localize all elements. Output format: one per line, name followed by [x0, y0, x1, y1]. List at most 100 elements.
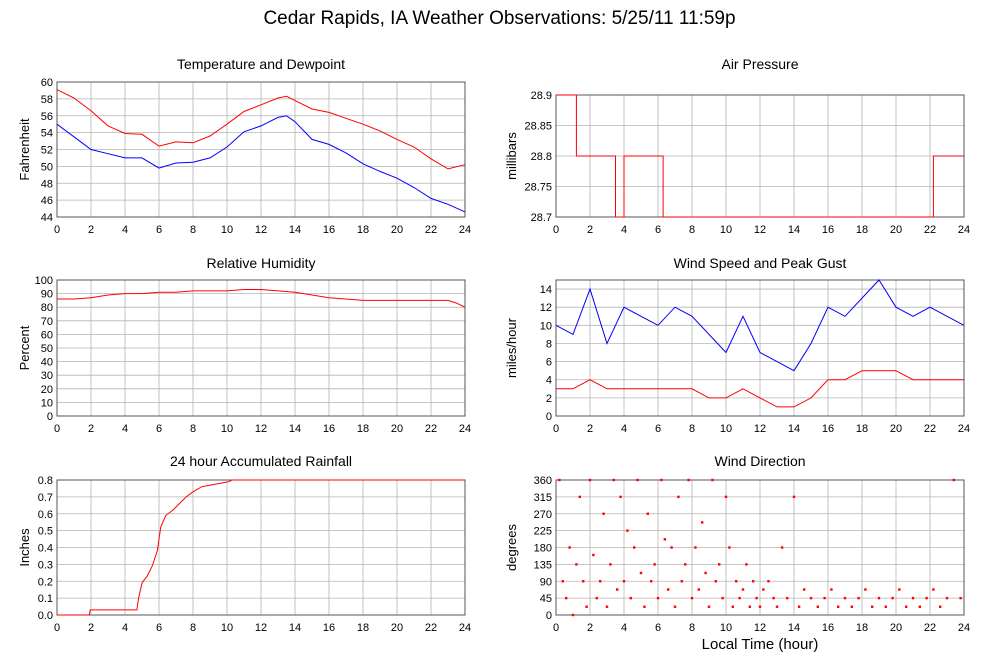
direction-y-tick-label: 225 [534, 526, 552, 538]
temp-series-1-line [56, 115, 466, 213]
wind-x-tick-label: 22 [924, 423, 936, 435]
humidity-y-tick-label: 80 [41, 302, 53, 314]
direction-point [837, 605, 840, 608]
pressure-x-tick-label: 12 [754, 224, 766, 236]
direction-point [752, 580, 755, 583]
temp-y-tick-label: 44 [41, 212, 53, 224]
direction-point [843, 596, 847, 600]
direction-point [714, 580, 717, 583]
direction-point [653, 563, 656, 566]
temp-x-tick-label: 2 [88, 224, 94, 236]
humidity-x-tick-label: 0 [54, 423, 60, 435]
direction-x-tick-label: 12 [754, 622, 766, 634]
pressure-title: Air Pressure [721, 56, 798, 72]
direction-point [680, 580, 683, 583]
direction-point [684, 563, 687, 566]
direction-point [595, 596, 598, 600]
humidity-y-tick-label: 50 [41, 343, 53, 355]
direction-point [780, 546, 784, 549]
wind-y-tick-label: 4 [546, 375, 552, 387]
temp-title: Temperature and Dewpoint [177, 56, 345, 72]
direction-x-tick-label: 22 [924, 622, 936, 634]
direction-point [823, 596, 826, 600]
direction-x-tick-label: 4 [621, 622, 627, 634]
temp-x-tick-label: 8 [190, 224, 196, 236]
direction-point [629, 596, 632, 600]
pressure-y-axis-label: millibars [504, 132, 519, 180]
wind-x-tick-label: 0 [553, 423, 559, 435]
direction-point [643, 605, 646, 608]
direction-point [639, 571, 643, 575]
direction-point [864, 588, 867, 591]
rain-y-tick-label: 0.1 [38, 593, 53, 605]
humidity-x-tick-label: 22 [425, 423, 437, 435]
direction-point [612, 478, 615, 482]
direction-point [677, 495, 680, 499]
direction-point [871, 605, 874, 608]
direction-x-tick-label: 0 [553, 622, 559, 634]
direction-point [816, 605, 819, 608]
global-x-axis-label: Local Time (hour) [701, 636, 819, 653]
pressure-y-tick-label: 28.7 [531, 212, 552, 224]
rain-x-tick-label: 8 [190, 622, 196, 634]
direction-point [656, 596, 660, 600]
direction-point [588, 478, 592, 482]
pressure-y-tick-label: 28.8 [531, 151, 552, 163]
rain-y-tick-label: 0.4 [38, 543, 53, 555]
direction-point [721, 596, 724, 600]
direction-plot-frame [555, 479, 965, 616]
temp-x-tick-label: 22 [425, 224, 437, 236]
wind-y-tick-label: 14 [540, 284, 552, 296]
direction-point [735, 580, 738, 583]
temp-y-tick-label: 48 [41, 178, 53, 190]
direction-point [558, 478, 561, 482]
direction-point [565, 596, 568, 600]
temp-x-tick-label: 4 [122, 224, 128, 236]
temp-x-tick-label: 20 [391, 224, 403, 236]
direction-point [877, 596, 881, 600]
direction-point [575, 563, 578, 566]
direction-point [959, 596, 962, 600]
wind-x-tick-label: 14 [788, 423, 800, 435]
direction-point [636, 478, 639, 482]
humidity-y-tick-label: 90 [41, 289, 53, 301]
humidity-x-tick-label: 4 [122, 423, 128, 435]
direction-point [605, 605, 609, 608]
temp-x-tick-label: 16 [323, 224, 335, 236]
pressure-x-tick-label: 16 [822, 224, 834, 236]
direction-x-tick-label: 24 [958, 622, 970, 634]
rain-x-tick-label: 16 [323, 622, 335, 634]
wind-x-tick-label: 4 [621, 423, 627, 435]
direction-y-tick-label: 90 [540, 576, 552, 588]
temp-x-tick-label: 6 [156, 224, 162, 236]
rain-y-axis-label: Inches [17, 528, 32, 567]
direction-x-tick-label: 18 [856, 622, 868, 634]
humidity-y-tick-label: 20 [41, 384, 53, 396]
temp-x-tick-label: 12 [255, 224, 267, 236]
direction-x-tick-label: 20 [890, 622, 902, 634]
direction-point [707, 605, 711, 608]
pressure-y-tick-label: 28.85 [524, 121, 552, 133]
direction-point [748, 605, 751, 608]
direction-point [797, 605, 801, 608]
rain-x-tick-label: 10 [221, 622, 233, 634]
wind-x-tick-label: 10 [720, 423, 732, 435]
rain-x-tick-label: 20 [391, 622, 403, 634]
direction-point [619, 495, 622, 499]
direction-point [711, 478, 714, 482]
direction-point [758, 605, 762, 608]
direction-y-tick-label: 0 [546, 610, 552, 622]
temp-y-tick-label: 50 [41, 161, 53, 173]
direction-point [738, 596, 741, 600]
direction-point [718, 563, 721, 566]
pressure-y-tick-label: 28.75 [524, 182, 552, 194]
direction-point [602, 512, 605, 515]
temp-y-tick-label: 60 [41, 77, 53, 89]
direction-point [694, 546, 697, 549]
rain-x-tick-label: 6 [156, 622, 162, 634]
direction-point [809, 596, 813, 600]
temp-plot-frame [56, 81, 466, 218]
temp-y-tick-label: 58 [41, 94, 53, 106]
direction-x-tick-label: 2 [587, 622, 593, 634]
direction-point [792, 495, 796, 499]
